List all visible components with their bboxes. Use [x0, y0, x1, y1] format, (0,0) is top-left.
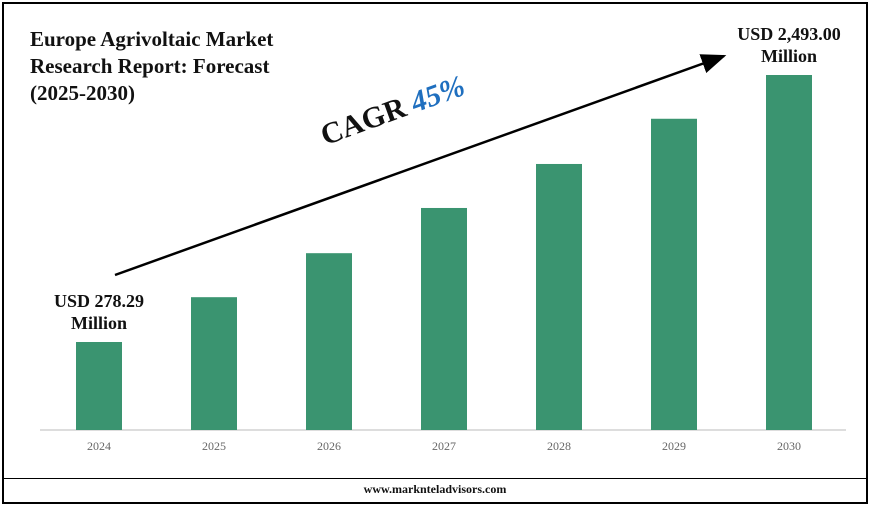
footer-divider [4, 478, 866, 479]
bar [76, 342, 122, 430]
x-tick-label: 2029 [662, 439, 686, 453]
bar [191, 297, 237, 430]
x-tick-label: 2027 [432, 439, 456, 453]
bar [306, 253, 352, 430]
x-tick-label: 2025 [202, 439, 226, 453]
x-tick-label: 2030 [777, 439, 801, 453]
bar [651, 118, 697, 430]
bar [421, 207, 467, 430]
bar [766, 75, 812, 430]
x-tick-label: 2024 [87, 439, 111, 453]
value-label: USD 278.29 Million [53, 291, 144, 333]
x-tick-label: 2028 [547, 439, 571, 453]
trend-arrow [114, 54, 727, 277]
bar [536, 163, 582, 430]
x-tick-label: 2026 [317, 439, 341, 453]
value-label: USD 2,493.00 Million [737, 24, 841, 66]
chart-title: Europe Agrivoltaic Market Research Repor… [30, 27, 274, 105]
footer: www.marknteladvisors.com [363, 482, 507, 496]
